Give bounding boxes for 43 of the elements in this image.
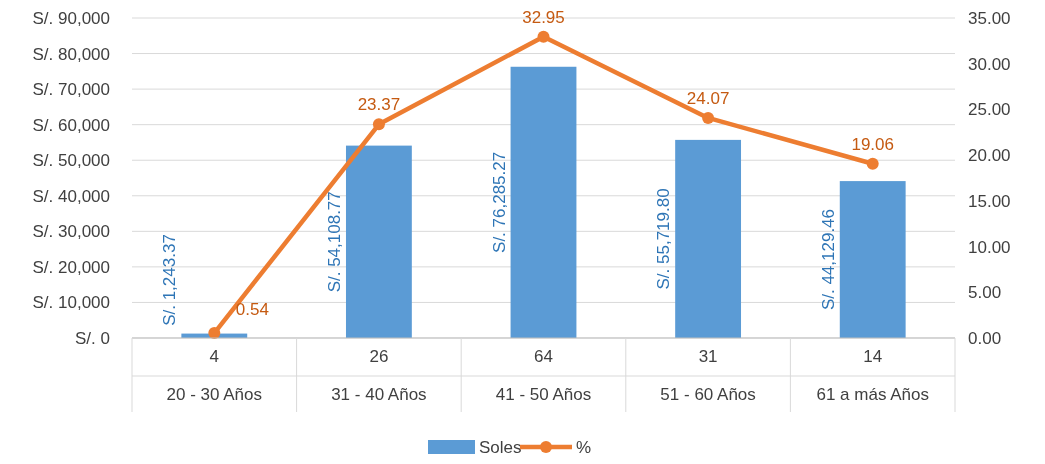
- data-label: 0.54: [235, 300, 269, 320]
- y-tick-label: S/. 90,000: [32, 8, 110, 28]
- data-label: 19.06: [851, 134, 894, 154]
- y-tick-label: S/. 70,000: [32, 80, 110, 100]
- data-label: S/. 44,129.46: [818, 208, 838, 311]
- data-label: 32.95: [522, 7, 565, 27]
- bar: [345, 145, 412, 338]
- y-tick-label: S/. 30,000: [32, 222, 110, 242]
- x-tick-label: 31 51 - 60 Años: [660, 347, 756, 404]
- y2-tick-label: 35.00: [968, 8, 1011, 28]
- y-tick-label: S/. 50,000: [32, 151, 110, 171]
- data-label: S/. 76,285.27: [489, 151, 509, 253]
- y-tick-label: S/. 0: [75, 328, 110, 348]
- point: [866, 157, 879, 170]
- y2-tick-label: 5.00: [968, 283, 1002, 303]
- y-tick-label: S/. 60,000: [32, 115, 110, 135]
- legend-label: Soles: [479, 437, 522, 457]
- x-tick-label: 64 41 - 50 Años: [495, 347, 592, 404]
- data-label: S/. 1,243.37: [160, 234, 180, 326]
- bar: [839, 181, 906, 338]
- y2-tick-label: 30.00: [968, 54, 1011, 74]
- data-label: S/. 55,719.80: [654, 188, 674, 290]
- y2-tick-label: 10.00: [968, 237, 1011, 257]
- data-label: S/. 54,108.77: [324, 191, 344, 293]
- point: [372, 118, 385, 131]
- y2-tick-label: 15.00: [968, 191, 1011, 211]
- x-tick-label: 14 61 a más Años: [816, 347, 929, 404]
- bar: [510, 66, 577, 338]
- x-tick-label: 26 31 - 40 Años: [331, 347, 427, 404]
- y-tick-label: S/. 20,000: [32, 257, 110, 277]
- y-tick-label: S/. 40,000: [32, 186, 110, 206]
- y2-tick-label: 20.00: [968, 146, 1011, 166]
- data-label: 23.37: [357, 95, 401, 115]
- y-tick-label: S/. 10,000: [32, 293, 110, 313]
- y2-tick-label: 0.00: [968, 328, 1002, 348]
- legend-label: %: [576, 437, 592, 457]
- y2-tick-label: 25.00: [968, 100, 1011, 120]
- point: [702, 111, 715, 124]
- data-label: 24.07: [686, 88, 730, 108]
- x-tick-label: 4 20 - 30 Años: [166, 347, 263, 404]
- bar: [675, 139, 742, 338]
- point: [537, 30, 550, 43]
- y-tick-label: S/. 80,000: [32, 44, 110, 64]
